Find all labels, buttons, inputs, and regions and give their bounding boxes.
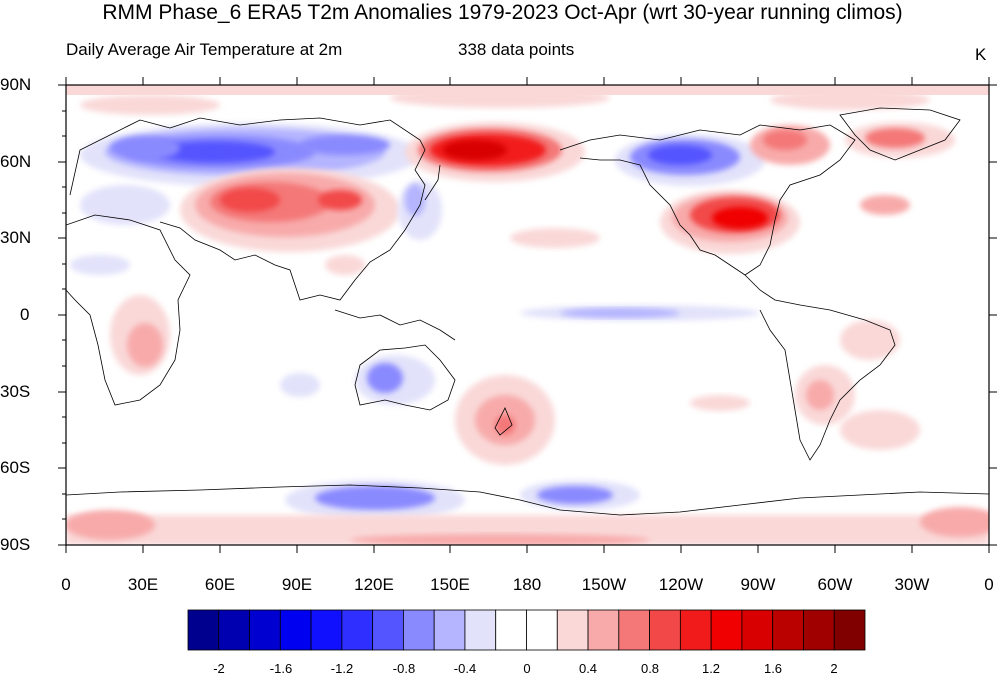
lon-label-90e: 90E [281,575,313,594]
colorbar-label: 0 [523,661,531,676]
australia-cold-anomaly [355,355,435,405]
coastlines [66,107,989,516]
variable-subtitle: Daily Average Air Temperature at 2m [66,40,343,59]
colorbar-label: 0.4 [578,661,598,676]
lat-label-90s: 90S [0,535,31,554]
lat-label-30s: 30S [0,382,31,401]
lon-label-120e: 120E [354,575,394,594]
lon-label-60e: 60E [204,575,236,594]
lon-label-90w: 90W [740,575,776,594]
colorbar-swatch [218,609,250,651]
colorbar-swatch [279,609,312,651]
lon-label-60w: 60W [817,575,853,594]
colorbar-swatch [833,609,866,651]
lon-label-30w: 30W [894,575,930,594]
colorbar [187,609,866,651]
colorbar-swatch [310,609,343,651]
greenland-warm-anomaly [750,122,955,165]
north-america-warm-anomaly [660,190,800,254]
units-label: K [975,45,987,64]
colorbar-swatch [526,609,558,651]
east-siberia-warm-anomaly [405,122,585,182]
colorbar-swatch [249,609,281,651]
lon-label-150w: 150W [581,575,627,594]
colorbar-swatch [372,609,404,651]
colorbar-label: 1.6 [763,661,783,676]
colorbar-swatch [464,609,497,651]
north-america-cold-anomaly [615,134,765,186]
colorbar-swatch [710,609,743,651]
plot-title: RMM Phase_6 ERA5 T2m Anomalies 1979-2023… [102,1,903,24]
colorbar-swatch [741,609,774,651]
colorbar-label: 0.8 [640,661,660,676]
colorbar-label: -0.8 [392,661,416,676]
anomaly-field [66,85,989,545]
southern-ocean-cold-anomaly [285,480,640,520]
lat-label-30n: 30N [0,228,32,247]
colorbar-label: -1.6 [269,661,293,676]
lon-label-30e: 30E [127,575,159,594]
colorbar-label: -0.4 [453,661,477,676]
lat-label-90n: 90N [0,75,32,94]
lat-label-60s: 60S [0,458,31,477]
new-zealand-warm-anomaly [455,375,555,465]
axis-ticks [58,77,997,553]
colorbar-swatch [618,609,650,651]
data-count-subtitle: 338 data points [458,40,575,59]
lon-label-0: 0 [61,575,71,594]
central-asia-warm-anomaly [180,168,400,252]
colorbar-swatch [803,609,835,651]
lon-label-180: 180 [512,575,542,594]
colorbar-swatch [187,609,220,651]
lat-label-eq: 0 [20,305,30,324]
colorbar-swatch [679,609,712,651]
lat-label-60n: 60N [0,152,32,171]
colorbar-swatch [433,609,466,651]
colorbar-swatch [403,609,435,651]
colorbar-swatch [772,609,804,651]
colorbar-label: -2 [213,661,225,676]
colorbar-label: -1.2 [330,661,354,676]
eurasia-cold-anomaly [80,123,420,187]
lon-label-150e: 150E [430,575,470,594]
colorbar-swatch [495,609,527,651]
colorbar-label: 1.2 [701,661,721,676]
lon-label-0-end: 0 [984,575,994,594]
colorbar-label: 2 [830,661,838,676]
colorbar-swatch [587,609,620,651]
colorbar-swatch [556,609,589,651]
colorbar-swatch [341,609,374,651]
lon-label-120w: 120W [658,575,704,594]
colorbar-swatch [649,609,681,651]
